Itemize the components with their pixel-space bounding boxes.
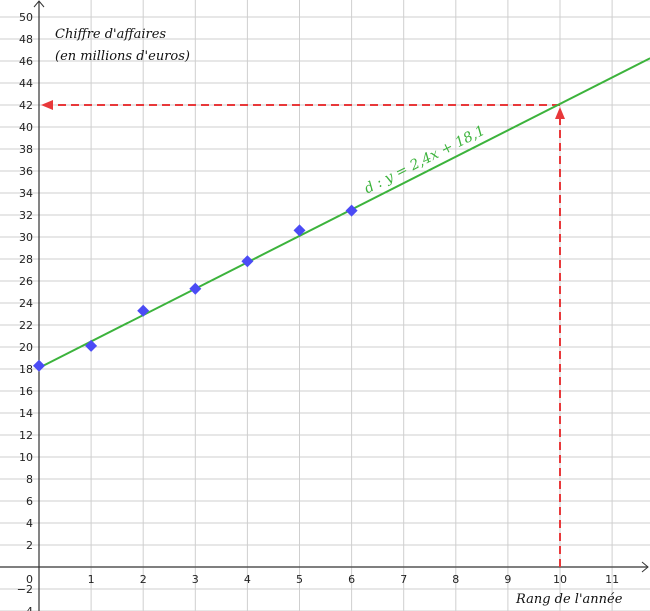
regression-equation-label: d : y = 2,4x + 18,1 xyxy=(362,123,488,197)
y-tick-label: 6 xyxy=(26,495,33,508)
x-tick-label: 9 xyxy=(504,573,511,586)
up-arrow-icon xyxy=(555,107,565,119)
y-tick-label: 4 xyxy=(26,517,33,530)
data-point xyxy=(241,255,254,268)
y-tick-label: 22 xyxy=(19,319,33,332)
x-tick-label: 1 xyxy=(88,573,95,586)
data-point xyxy=(293,224,306,237)
x-tick-label: 5 xyxy=(296,573,303,586)
data-point xyxy=(137,304,150,317)
y-axis-label-line2: (en millions d'euros) xyxy=(55,49,190,64)
y-tick-label: 46 xyxy=(19,55,33,68)
x-axis-label: Rang de l'année xyxy=(515,592,623,607)
y-tick-label: 40 xyxy=(19,121,33,134)
y-tick-label: 36 xyxy=(19,165,33,178)
y-tick-label: 34 xyxy=(19,187,33,200)
data-points xyxy=(33,204,358,372)
y-tick-label: 12 xyxy=(19,429,33,442)
y-tick-label: 38 xyxy=(19,143,33,156)
tick-labels: 1234567891011−4−224681012141618202224262… xyxy=(17,11,619,611)
y-axis-arrow-icon xyxy=(33,0,45,8)
y-tick-label: 10 xyxy=(19,451,33,464)
y-tick-label: 26 xyxy=(19,275,33,288)
y-tick-label: 18 xyxy=(19,363,33,376)
y-tick-label: 24 xyxy=(19,297,33,310)
y-tick-label: 14 xyxy=(19,407,33,420)
projection-lines xyxy=(41,100,565,567)
y-tick-label: 8 xyxy=(26,473,33,486)
y-tick-label: 20 xyxy=(19,341,33,354)
y-tick-label: −4 xyxy=(17,605,33,611)
origin-label: 0 xyxy=(26,573,33,586)
x-axis-arrow-icon xyxy=(641,561,649,573)
x-tick-label: 7 xyxy=(400,573,407,586)
data-point xyxy=(33,359,45,372)
data-point xyxy=(85,339,98,352)
y-tick-label: −2 xyxy=(17,583,33,596)
x-tick-label: 3 xyxy=(192,573,199,586)
y-tick-label: 48 xyxy=(19,33,33,46)
y-axis-label-line1: Chiffre d'affaires xyxy=(55,27,166,42)
x-tick-label: 11 xyxy=(605,573,619,586)
y-tick-label: 42 xyxy=(19,99,33,112)
y-tick-label: 28 xyxy=(19,253,33,266)
x-tick-label: 4 xyxy=(244,573,251,586)
y-tick-label: 2 xyxy=(26,539,33,552)
data-point xyxy=(345,204,358,217)
y-tick-label: 50 xyxy=(19,11,33,24)
y-tick-label: 30 xyxy=(19,231,33,244)
x-tick-label: 6 xyxy=(348,573,355,586)
data-point xyxy=(189,282,202,295)
regression-line xyxy=(38,57,650,369)
y-tick-label: 44 xyxy=(19,77,33,90)
x-tick-label: 2 xyxy=(140,573,147,586)
x-tick-label: 10 xyxy=(553,573,567,586)
y-tick-label: 32 xyxy=(19,209,33,222)
x-tick-label: 8 xyxy=(452,573,459,586)
y-tick-label: 16 xyxy=(19,385,33,398)
left-arrow-icon xyxy=(41,100,53,110)
